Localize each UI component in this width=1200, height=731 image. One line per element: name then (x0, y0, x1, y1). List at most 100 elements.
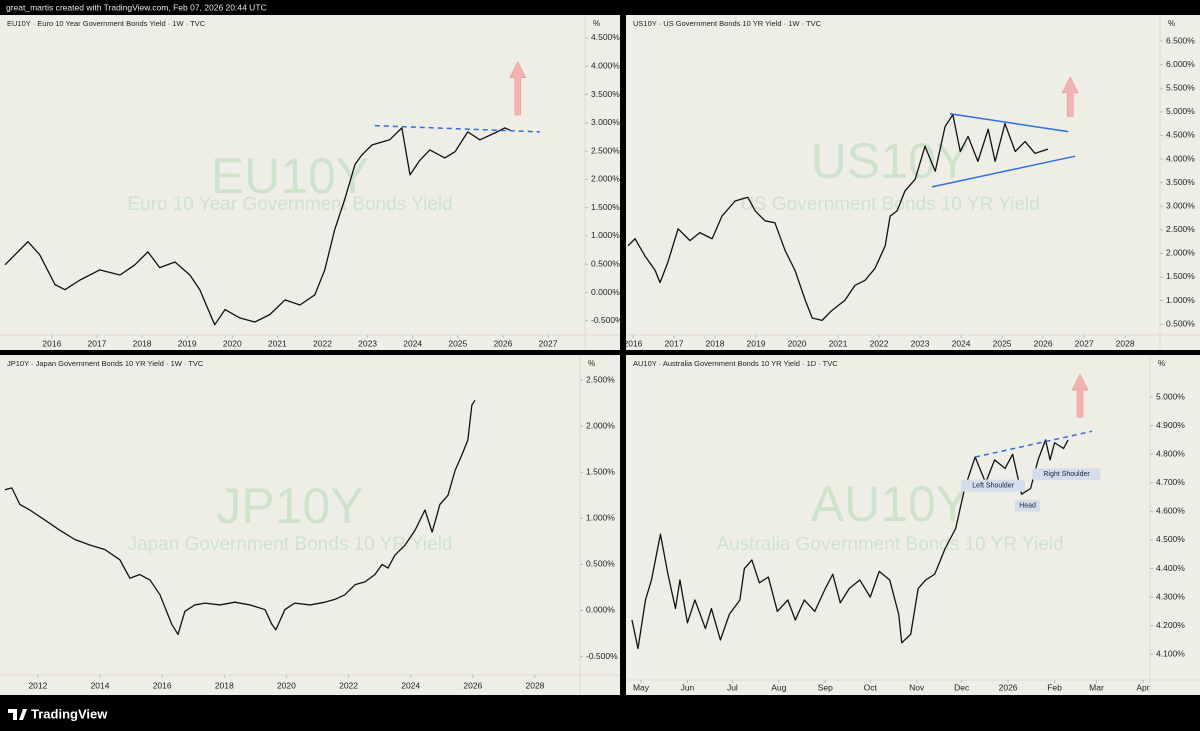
x-tick-label: Apr (1136, 682, 1149, 692)
y-tick-label: 3.500% (591, 89, 620, 99)
plot-area: Left Shoulder Head Right Shoulder (631, 373, 1101, 650)
x-tick-label: 2016 (624, 338, 643, 348)
y-tick-label: 3.000% (591, 117, 620, 127)
x-tick-label: 2021 (268, 338, 287, 348)
watermark-description: Australia Government Bonds 10 YR Yield (716, 534, 1063, 555)
y-tick-label: 1.000% (1166, 295, 1195, 305)
logo-icon (8, 709, 27, 720)
x-tick-label: 2024 (401, 680, 420, 690)
y-tick-label: 4.000% (1166, 153, 1195, 163)
x-tick-label: 2023 (911, 338, 930, 348)
x-tick-label: May (633, 682, 650, 692)
y-tick-label: 4.500% (1166, 130, 1195, 140)
annotation-label: Right Shoulder (1043, 471, 1090, 478)
price-line (4, 399, 476, 636)
y-tick-label: 2.500% (586, 374, 615, 384)
y-tick-label: 0.000% (586, 605, 615, 615)
x-tick-label: 2026 (493, 338, 512, 348)
y-tick-label: -0.500% (591, 315, 623, 325)
price-line (4, 127, 511, 326)
x-tick-label: 2024 (403, 338, 422, 348)
x-tick-label: 2022 (339, 680, 358, 690)
x-tick-label: 2027 (1075, 338, 1094, 348)
x-tick-label: 2023 (358, 338, 377, 348)
chart-title: EU10Y · Euro 10 Year Government Bonds Yi… (7, 19, 206, 28)
x-tick-label: 2019 (747, 338, 766, 348)
x-tick-label: 2026 (463, 680, 482, 690)
x-tick-label: 2017 (88, 338, 107, 348)
y-tick-label: 0.500% (591, 259, 620, 269)
unit-label: % (1168, 19, 1175, 28)
annotation-box (1032, 468, 1101, 481)
y-tick-label: 4.200% (1156, 620, 1185, 630)
x-tick-label: Oct (864, 682, 878, 692)
y-tick-label: 4.800% (1156, 448, 1185, 458)
y-tick-label: 5.500% (1166, 82, 1195, 92)
y-tick-label: 5.000% (1156, 391, 1185, 401)
x-tick-label: Mar (1089, 682, 1104, 692)
x-tick-label: 2018 (133, 338, 152, 348)
watermark-symbol: AU10Y (811, 476, 969, 532)
y-tick-label: 2.500% (591, 145, 620, 155)
trendline (974, 430, 1093, 458)
x-tick-label: Nov (909, 682, 925, 692)
x-tick-label: 2018 (706, 338, 725, 348)
x-tick-label: 2027 (539, 338, 558, 348)
x-tick-label: 2022 (313, 338, 332, 348)
chart-title: JP10Y · Japan Government Bonds 10 YR Yie… (7, 359, 204, 368)
x-tick-label: 2016 (42, 338, 61, 348)
x-tick-label: Dec (954, 682, 970, 692)
x-tick-label: 2022 (870, 338, 889, 348)
time-axis: 2016 2017 2018 2019 2020 2021 2022 2023 2024 2025… (42, 335, 558, 348)
y-tick-label: 6.000% (1166, 59, 1195, 69)
chart-title: AU10Y · Australia Government Bonds 10 YR… (633, 359, 838, 368)
chart-panel: US10Y US Government Bonds 10 YR Yield US10… (624, 15, 1200, 350)
x-tick-label: 2016 (153, 680, 172, 690)
x-tick-label: 2014 (91, 680, 110, 690)
x-tick-label: 2018 (215, 680, 234, 690)
x-tick-label: 2017 (665, 338, 684, 348)
annotation-box (1014, 499, 1041, 512)
panel-background (626, 355, 1200, 695)
panel-background (0, 355, 620, 695)
trendline (949, 112, 1069, 133)
x-tick-label: 2019 (178, 338, 197, 348)
annotation-label: Head (1019, 502, 1036, 509)
time-axis: May Jun Jul Aug Sep Oct Nov Dec 2026 Feb Mar Apr (633, 680, 1150, 692)
time-axis: 2016 2017 2018 2019 2020 2021 2022 2023 2024 2025… (624, 335, 1135, 348)
y-tick-label: 0.000% (591, 287, 620, 297)
y-tick-label: 1.000% (586, 513, 615, 523)
watermark-description: Japan Government Bonds 10 YR Yield (128, 534, 453, 555)
time-axis: 2012 2014 2016 2018 2020 2022 2024 2026 2028 (28, 675, 545, 690)
x-tick-label: 2026 (999, 682, 1018, 692)
x-tick-label: Aug (771, 682, 786, 692)
watermark-symbol: US10Y (811, 133, 969, 189)
y-tick-label: 1.500% (1166, 271, 1195, 281)
trendline (374, 124, 540, 133)
y-tick-label: 0.500% (1166, 318, 1195, 328)
y-tick-label: 2.500% (1166, 224, 1195, 234)
header-text: great_martis created with TradingView.co… (6, 2, 267, 12)
x-tick-label: 2026 (1034, 338, 1053, 348)
x-tick-label: 2028 (1116, 338, 1135, 348)
plot-area (627, 76, 1079, 322)
x-tick-label: 2020 (223, 338, 242, 348)
y-tick-label: 1.500% (586, 466, 615, 476)
y-tick-label: 4.100% (1156, 649, 1185, 659)
y-tick-label: 1.500% (591, 202, 620, 212)
price-line (627, 114, 1049, 322)
y-tick-label: 4.300% (1156, 591, 1185, 601)
y-tick-label: 4.900% (1156, 420, 1185, 430)
x-tick-label: 2020 (788, 338, 807, 348)
watermark-symbol: JP10Y (216, 478, 363, 534)
plot-area (4, 399, 476, 636)
y-tick-label: 3.500% (1166, 177, 1195, 187)
unit-label: % (593, 19, 600, 28)
price-line (631, 439, 1069, 650)
y-tick-label: 4.700% (1156, 477, 1185, 487)
y-tick-label: 2.000% (591, 174, 620, 184)
x-tick-label: 2028 (525, 680, 544, 690)
chart-title: US10Y · US Government Bonds 10 YR Yield … (633, 19, 822, 28)
